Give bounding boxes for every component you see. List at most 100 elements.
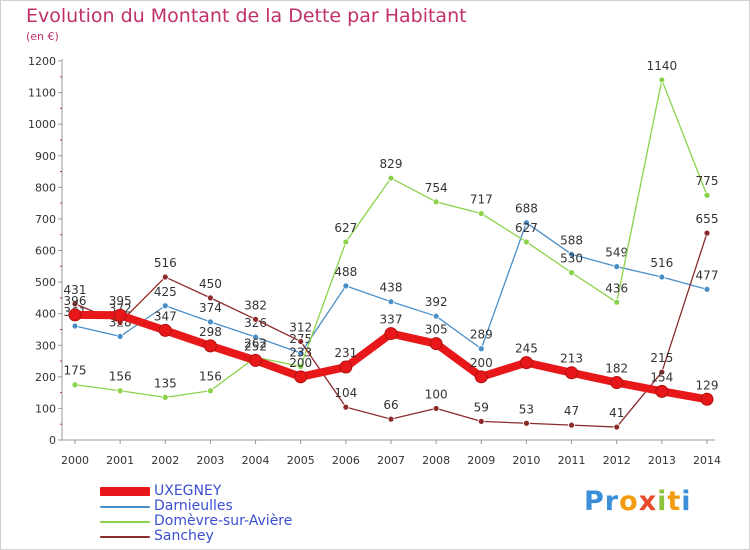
- y-tick-label: 1000: [28, 118, 56, 131]
- data-label: 337: [380, 313, 403, 327]
- legend-item-uxegney[interactable]: UXEGNEY: [100, 484, 360, 499]
- data-point: [658, 368, 666, 376]
- logo-letter: i: [657, 486, 668, 517]
- data-label: 627: [334, 221, 357, 235]
- data-label: 312: [289, 320, 312, 334]
- data-point: [207, 318, 214, 326]
- legend-label: Darnieulles: [154, 498, 233, 514]
- y-tick-label: 300: [35, 339, 56, 352]
- data-point: [565, 366, 579, 380]
- data-label: 395: [109, 294, 132, 308]
- data-label: 326: [244, 316, 267, 330]
- x-tick-label: 2004: [242, 454, 270, 467]
- y-tick-label: 500: [35, 276, 56, 289]
- data-label: 200: [289, 356, 312, 370]
- y-tick-label: 900: [35, 150, 56, 163]
- data-point: [613, 298, 621, 306]
- legend-swatch: [100, 521, 150, 523]
- legend-item-sanchey[interactable]: Sanchey: [100, 529, 360, 544]
- x-tick-label: 2000: [61, 454, 89, 467]
- data-point: [432, 198, 440, 206]
- x-tick-label: 2006: [332, 454, 360, 467]
- y-tick-label: 1100: [28, 87, 56, 100]
- data-label: 396: [64, 294, 87, 308]
- data-point: [613, 423, 621, 431]
- data-point: [523, 238, 530, 246]
- legend-swatch: [100, 487, 150, 496]
- data-label: 627: [515, 221, 538, 235]
- data-point: [116, 333, 124, 340]
- data-label: 175: [64, 364, 87, 378]
- y-tick-label: 700: [35, 213, 56, 226]
- data-point: [297, 338, 305, 345]
- data-label: 450: [199, 277, 222, 291]
- x-tick-label: 2001: [106, 454, 134, 467]
- logo-letter: x: [638, 486, 658, 517]
- data-label: 392: [425, 295, 448, 309]
- data-label: 347: [154, 309, 177, 323]
- x-tick-label: 2008: [422, 454, 450, 467]
- legend-swatch: [100, 506, 150, 508]
- x-tick-label: 2005: [287, 454, 315, 467]
- data-label: 717: [470, 193, 493, 207]
- data-label: 47: [564, 404, 579, 418]
- x-tick-label: 2010: [512, 454, 540, 467]
- data-label: 182: [605, 362, 628, 376]
- data-label: 516: [650, 256, 673, 270]
- data-label: 477: [696, 268, 719, 282]
- data-point: [432, 405, 440, 412]
- data-point: [700, 392, 714, 406]
- data-point: [477, 417, 485, 425]
- data-label: 588: [560, 233, 583, 247]
- y-tick-label: 0: [49, 434, 56, 447]
- y-tick-label: 400: [35, 308, 56, 321]
- data-point: [387, 415, 395, 423]
- data-label: 382: [244, 298, 267, 312]
- data-point: [161, 302, 169, 310]
- data-label: 154: [650, 370, 673, 384]
- legend-item-domevre[interactable]: Domèvre-sur-Avière: [100, 514, 360, 529]
- data-point: [658, 273, 666, 281]
- legend-label: Sanchey: [154, 528, 214, 544]
- data-point: [297, 363, 305, 370]
- y-tick-label: 800: [35, 181, 56, 194]
- legend-item-darnieulles[interactable]: Darnieulles: [100, 499, 360, 514]
- data-label: 262: [244, 336, 267, 350]
- data-point: [207, 294, 214, 302]
- data-point: [294, 370, 308, 384]
- data-point: [252, 333, 259, 341]
- legend-label: UXEGNEY: [154, 483, 222, 499]
- data-label: 129: [696, 378, 719, 392]
- data-point: [252, 315, 259, 323]
- chart-title: Evolution du Montant de la Dette par Hab…: [26, 5, 467, 27]
- data-point: [161, 273, 169, 281]
- data-label: 431: [64, 283, 87, 297]
- x-tick-label: 2014: [693, 454, 721, 467]
- data-point: [519, 356, 533, 370]
- logo-letter: i: [681, 486, 692, 517]
- data-label: 53: [519, 402, 534, 416]
- data-point: [703, 285, 711, 293]
- data-point: [474, 370, 488, 384]
- logo-letter: r: [604, 486, 620, 517]
- data-label: 374: [199, 301, 222, 315]
- data-point: [158, 323, 172, 337]
- data-point: [477, 345, 485, 353]
- data-point: [71, 322, 79, 330]
- data-label: 298: [199, 325, 222, 339]
- data-label: 754: [425, 181, 448, 195]
- data-label: 438: [380, 281, 403, 295]
- data-point: [249, 353, 263, 367]
- data-point: [387, 298, 395, 306]
- data-label: 59: [474, 400, 489, 414]
- data-point: [703, 191, 711, 199]
- data-label: 305: [425, 323, 448, 337]
- data-point: [568, 421, 575, 429]
- data-label: 549: [605, 246, 628, 260]
- data-point: [655, 384, 669, 398]
- data-point: [568, 250, 575, 258]
- data-point: [339, 360, 353, 374]
- y-tick-label: 200: [35, 371, 56, 384]
